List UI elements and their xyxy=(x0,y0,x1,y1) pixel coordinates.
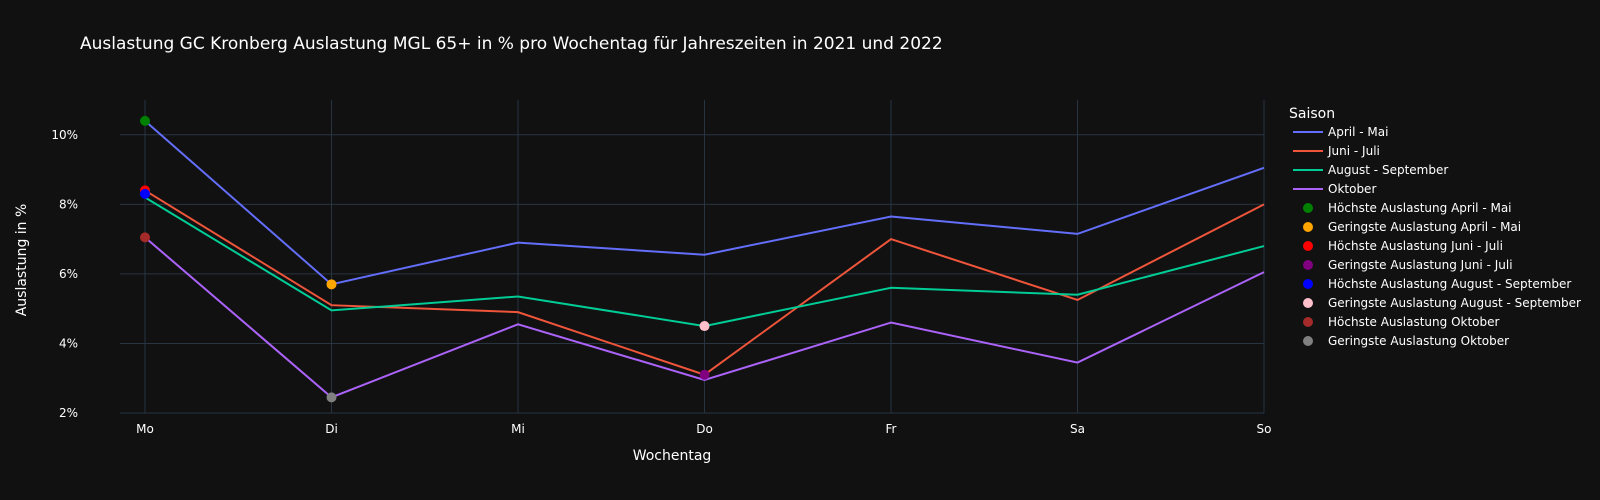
legend-label: Geringste Auslastung August - September xyxy=(1328,296,1581,310)
grid xyxy=(120,100,1265,414)
x-tick-label: Mo xyxy=(136,422,154,436)
legend-label: Oktober xyxy=(1328,182,1376,196)
legend-marker-swatch xyxy=(1303,317,1313,327)
y-tick-label: 4% xyxy=(59,336,78,350)
extreme-marker xyxy=(326,392,337,403)
extreme-marker xyxy=(699,321,710,332)
extreme-marker xyxy=(140,232,150,243)
chart-title: Auslastung GC Kronberg Auslastung MGL 65… xyxy=(80,34,943,54)
legend-items[interactable]: April - Mai Juni - Juli August - September… xyxy=(1293,125,1581,348)
legend-label: Geringste Auslastung Oktober xyxy=(1328,334,1509,348)
y-tick-label: 6% xyxy=(59,267,78,281)
legend-marker-swatch xyxy=(1303,298,1313,308)
legend-item[interactable]: Höchste Auslastung Juni - Juli xyxy=(1303,239,1503,253)
legend-label: April - Mai xyxy=(1328,125,1388,139)
y-tick-label: 2% xyxy=(59,406,78,420)
legend-marker-swatch xyxy=(1303,222,1313,232)
legend-item[interactable]: Geringste Auslastung April - Mai xyxy=(1303,220,1521,234)
extreme-marker xyxy=(140,115,150,126)
legend-item[interactable]: Geringste Auslastung Juni - Juli xyxy=(1303,258,1513,272)
legend-label: Geringste Auslastung April - Mai xyxy=(1328,220,1521,234)
legend-label: Höchste Auslastung August - September xyxy=(1328,277,1571,291)
x-axis-ticks: Mo Di Mi Do Fr Sa So xyxy=(136,422,1271,436)
legend-label: Geringste Auslastung Juni - Juli xyxy=(1328,258,1513,272)
x-tick-label: Mi xyxy=(511,422,525,436)
legend-item[interactable]: April - Mai xyxy=(1293,125,1388,139)
legend-marker-swatch xyxy=(1303,336,1313,346)
legend-label: August - September xyxy=(1328,163,1448,177)
x-axis-title: Wochentag xyxy=(633,448,712,464)
legend-item[interactable]: August - September xyxy=(1293,163,1448,177)
legend-label: Höchste Auslastung April - Mai xyxy=(1328,201,1512,215)
y-axis-title: Auslastung in % xyxy=(14,204,30,317)
extreme-markers xyxy=(140,115,710,403)
legend-item[interactable]: Höchste Auslastung August - September xyxy=(1303,277,1571,291)
x-tick-label: Di xyxy=(325,422,338,436)
extreme-marker xyxy=(699,369,710,380)
x-tick-label: Fr xyxy=(886,422,897,436)
y-axis-ticks: 2% 4% 6% 8% 10% xyxy=(51,128,78,420)
legend-marker-swatch xyxy=(1303,260,1313,270)
x-tick-label: Sa xyxy=(1070,422,1085,436)
x-tick-label: So xyxy=(1257,422,1272,436)
legend-label: Höchste Auslastung Juni - Juli xyxy=(1328,239,1503,253)
legend-item[interactable]: Oktober xyxy=(1293,182,1376,196)
legend-marker-swatch xyxy=(1303,241,1313,251)
legend-item[interactable]: Geringste Auslastung August - September xyxy=(1303,296,1581,310)
legend-item[interactable]: Juni - Juli xyxy=(1293,144,1380,158)
extreme-marker xyxy=(140,188,150,199)
legend-item[interactable]: Geringste Auslastung Oktober xyxy=(1303,334,1509,348)
legend-title: Saison xyxy=(1289,106,1335,122)
x-tick-label: Do xyxy=(696,422,713,436)
extreme-marker xyxy=(326,279,337,290)
y-tick-label: 8% xyxy=(59,197,78,211)
legend-item[interactable]: Höchste Auslastung Oktober xyxy=(1303,315,1500,329)
legend-marker-swatch xyxy=(1303,279,1313,289)
y-tick-label: 10% xyxy=(51,128,78,142)
legend-item[interactable]: Höchste Auslastung April - Mai xyxy=(1303,201,1512,215)
legend-label: Juni - Juli xyxy=(1327,144,1380,158)
legend[interactable]: Saison April - Mai Juni - Juli August - Se… xyxy=(1289,106,1581,348)
legend-label: Höchste Auslastung Oktober xyxy=(1328,315,1500,329)
legend-marker-swatch xyxy=(1303,203,1313,213)
